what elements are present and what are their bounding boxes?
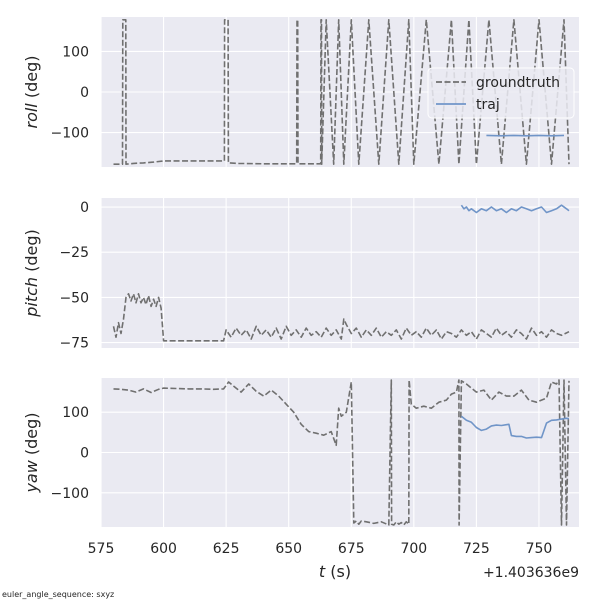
series-groundtruth-line [113, 19, 570, 165]
x-tick-label: 625 [213, 541, 240, 557]
x-tick-label: 675 [338, 541, 365, 557]
x-axis-label: t (s) [319, 562, 351, 581]
x-tick-label: 650 [275, 541, 302, 557]
legend-box [427, 67, 575, 119]
series-traj-line [460, 415, 570, 439]
footnote: euler_angle_sequence: sxyz [2, 590, 114, 599]
y-axis-label-unit: (deg) [22, 229, 41, 277]
y-axis-label-var: roll [22, 103, 41, 129]
y-axis-label: yaw (deg) [22, 412, 41, 493]
y-tick-label: 0 [80, 446, 89, 462]
x-tick-label: 750 [526, 541, 553, 557]
series-groundtruth-line [113, 379, 570, 526]
legend-groundtruth-label: groundtruth [476, 75, 560, 91]
panel-3: 100 0 −100 575 600 625 650 675 700 725 750 yaw (deg… [22, 378, 579, 581]
y-axis-label-var: pitch [22, 277, 41, 318]
panel-1: 100 0 −100 roll (deg) groundtruth traj [22, 17, 579, 167]
y-axis-label-unit: (deg) [22, 412, 41, 460]
legend-traj-label: traj [476, 97, 500, 113]
x-axis-label-unit: (s) [325, 562, 351, 581]
y-axis-label: roll (deg) [22, 56, 41, 129]
y-tick-label: −50 [59, 290, 89, 306]
x-tick-label: 575 [88, 541, 115, 557]
y-axis-label: pitch (deg) [22, 229, 41, 318]
y-tick-label: −25 [59, 245, 89, 261]
y-axis-label-unit: (deg) [22, 56, 41, 104]
series-traj-line [460, 204, 570, 214]
panel-2: 0 −25 −50 −75 pitch (deg) [22, 198, 579, 352]
y-tick-label: 100 [62, 44, 89, 60]
y-tick-label: 100 [62, 405, 89, 421]
plot-background [101, 198, 579, 348]
x-tick-label: 725 [463, 541, 490, 557]
x-offset-label: +1.403636e9 [483, 565, 579, 581]
y-tick-label: 0 [80, 85, 89, 101]
y-tick-label: −100 [51, 126, 89, 142]
y-tick-label: −75 [59, 336, 89, 352]
x-axis-label-var: t [319, 562, 326, 581]
x-tick-label: 600 [150, 541, 177, 557]
y-axis-label-var: yaw [22, 459, 41, 493]
x-tick-label: 700 [400, 541, 427, 557]
y-tick-label: −100 [51, 486, 89, 502]
series-groundtruth-line [112, 293, 570, 342]
y-tick-label: 0 [80, 200, 89, 216]
